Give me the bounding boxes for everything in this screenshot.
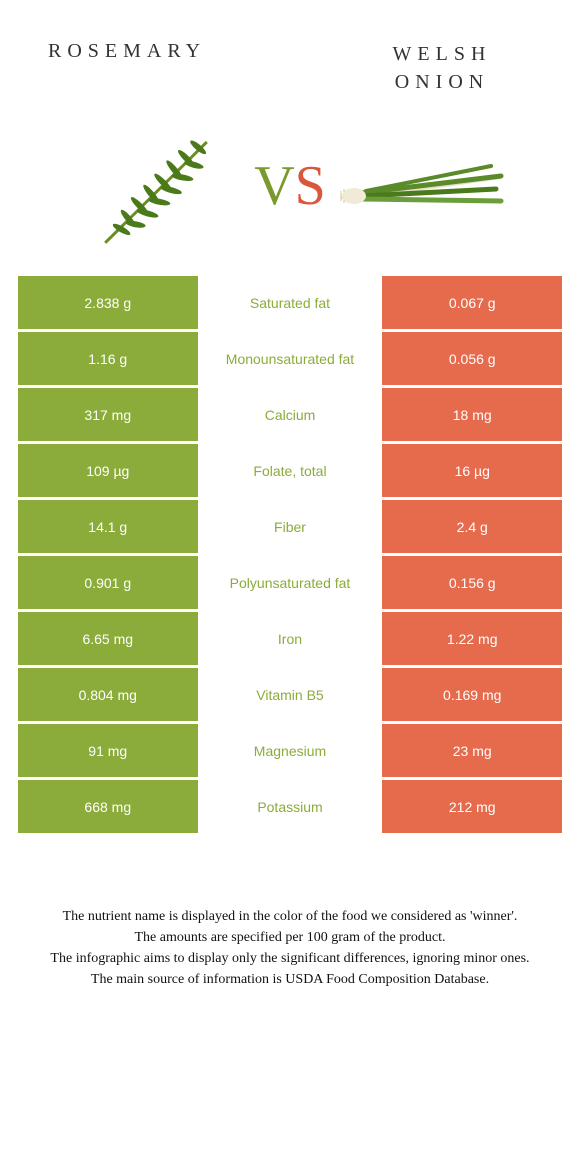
value-right: 2.4 g <box>382 500 562 556</box>
value-left: 1.16 g <box>18 332 198 388</box>
value-right: 16 µg <box>382 444 562 500</box>
value-left: 0.804 mg <box>18 668 198 724</box>
value-left: 0.901 g <box>18 556 198 612</box>
table-row: 91 mgMagnesium23 mg <box>18 724 562 780</box>
nutrient-label: Polyunsaturated fat <box>198 556 383 612</box>
footer-line-3: The infographic aims to display only the… <box>26 948 554 969</box>
vs-row: VS <box>18 126 562 246</box>
infographic-container: ROSEMARY WELSH ONION <box>0 0 580 1020</box>
nutrient-label: Iron <box>198 612 383 668</box>
table-row: 2.838 gSaturated fat0.067 g <box>18 276 562 332</box>
nutrient-label: Potassium <box>198 780 383 836</box>
title-right: WELSH ONION <box>352 40 532 96</box>
footer-line-1: The nutrient name is displayed in the co… <box>26 906 554 927</box>
table-row: 6.65 mgIron1.22 mg <box>18 612 562 668</box>
table-row: 14.1 gFiber2.4 g <box>18 500 562 556</box>
table-row: 317 mgCalcium18 mg <box>18 388 562 444</box>
v-letter: V <box>254 155 294 217</box>
nutrient-label: Calcium <box>198 388 383 444</box>
table-row: 0.804 mgVitamin B50.169 mg <box>18 668 562 724</box>
header: ROSEMARY WELSH ONION <box>18 20 562 106</box>
value-right: 0.169 mg <box>382 668 562 724</box>
table-row: 0.901 gPolyunsaturated fat0.156 g <box>18 556 562 612</box>
footer-line-4: The main source of information is USDA F… <box>26 969 554 990</box>
table-row: 1.16 gMonounsaturated fat0.056 g <box>18 332 562 388</box>
value-left: 668 mg <box>18 780 198 836</box>
value-right: 1.22 mg <box>382 612 562 668</box>
value-left: 6.65 mg <box>18 612 198 668</box>
value-left: 109 µg <box>18 444 198 500</box>
value-left: 91 mg <box>18 724 198 780</box>
nutrient-label: Magnesium <box>198 724 383 780</box>
nutrient-label: Vitamin B5 <box>198 668 383 724</box>
s-letter: S <box>295 155 326 217</box>
value-left: 14.1 g <box>18 500 198 556</box>
nutrient-label: Folate, total <box>198 444 383 500</box>
title-left: ROSEMARY <box>48 40 206 63</box>
nutrient-table: 2.838 gSaturated fat0.067 g1.16 gMonouns… <box>18 276 562 836</box>
nutrient-label: Saturated fat <box>198 276 383 332</box>
footer-line-2: The amounts are specified per 100 gram o… <box>26 927 554 948</box>
welsh-onion-icon <box>336 126 506 246</box>
value-right: 18 mg <box>382 388 562 444</box>
nutrient-label: Monounsaturated fat <box>198 332 383 388</box>
vs-label: VS <box>254 154 326 218</box>
value-right: 23 mg <box>382 724 562 780</box>
table-row: 668 mgPotassium212 mg <box>18 780 562 836</box>
value-right: 0.056 g <box>382 332 562 388</box>
value-left: 317 mg <box>18 388 198 444</box>
value-right: 0.067 g <box>382 276 562 332</box>
value-left: 2.838 g <box>18 276 198 332</box>
rosemary-icon <box>74 126 244 246</box>
value-right: 0.156 g <box>382 556 562 612</box>
nutrient-label: Fiber <box>198 500 383 556</box>
value-right: 212 mg <box>382 780 562 836</box>
table-row: 109 µgFolate, total16 µg <box>18 444 562 500</box>
footer-notes: The nutrient name is displayed in the co… <box>18 896 562 1000</box>
